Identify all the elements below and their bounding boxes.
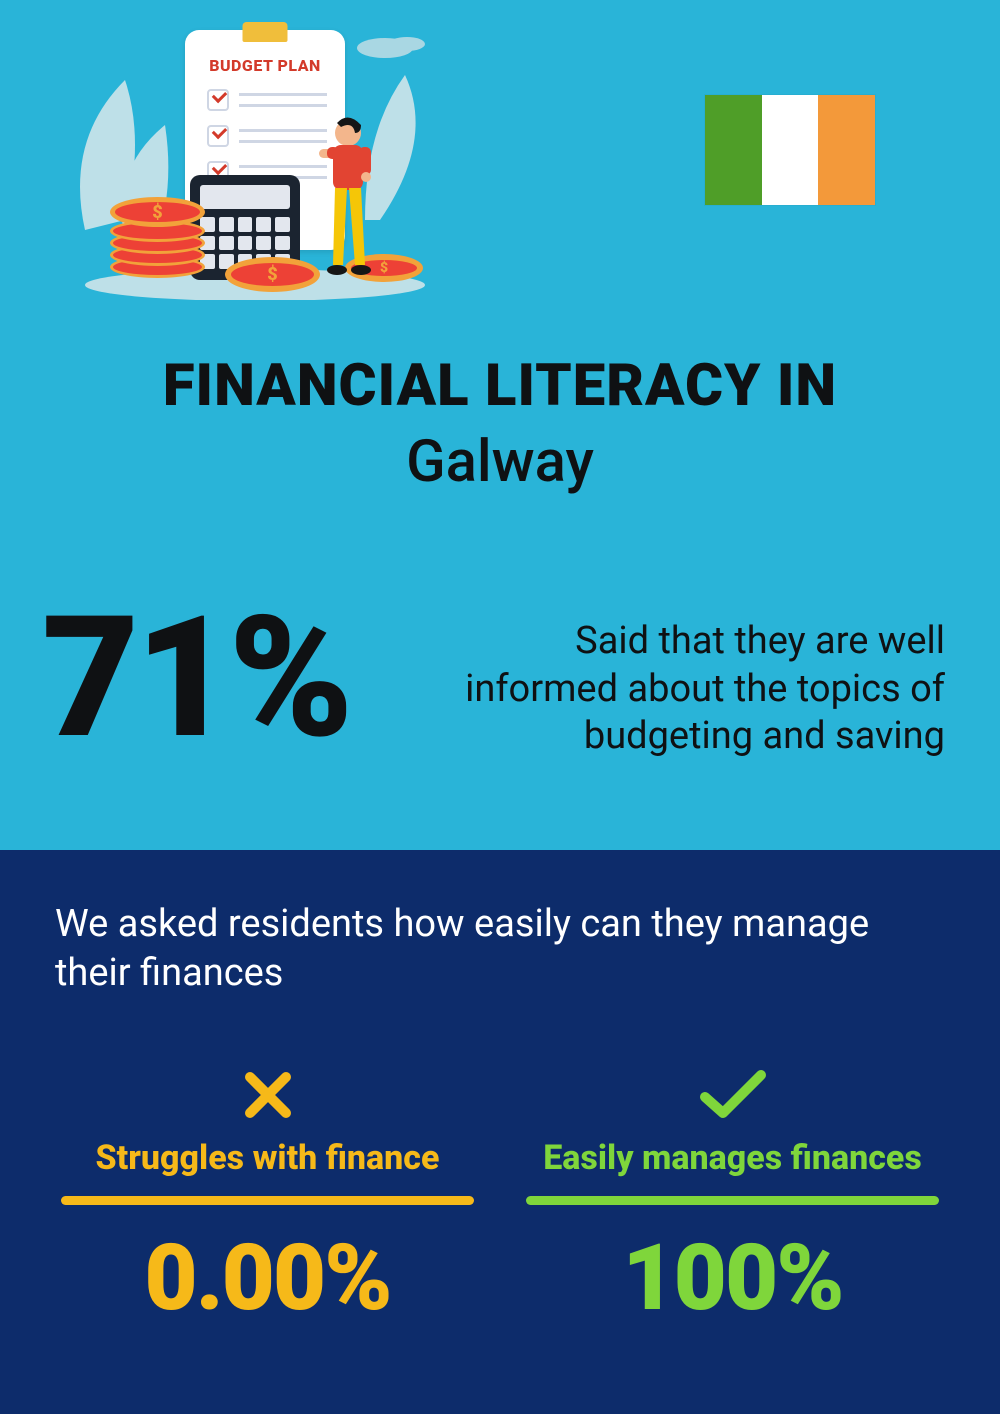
coin-stack: $ xyxy=(110,203,205,278)
flag-stripe-orange xyxy=(818,95,875,205)
metrics-row: Struggles with finance 0.00% Easily mana… xyxy=(55,1064,945,1325)
bottom-section: We asked residents how easily can they m… xyxy=(0,850,1000,1414)
flag-stripe-green xyxy=(705,95,762,205)
cross-icon xyxy=(55,1064,480,1126)
budget-illustration: BUDGET PLAN $ $ $ xyxy=(65,20,445,300)
top-section: BUDGET PLAN $ $ $ xyxy=(0,0,1000,850)
headline-description: Said that they are well informed about t… xyxy=(425,618,945,761)
clipboard-title: BUDGET PLAN xyxy=(185,56,345,75)
check-icon xyxy=(207,89,229,111)
ireland-flag xyxy=(705,95,875,205)
dollar-icon: $ xyxy=(152,202,162,223)
metric-label: Easily manages finances xyxy=(520,1138,945,1178)
calculator-screen xyxy=(200,185,290,209)
check-icon xyxy=(207,125,229,147)
metric-value: 100% xyxy=(520,1233,945,1325)
person-icon xyxy=(313,115,383,280)
clipboard-clip xyxy=(243,22,288,42)
check-icon xyxy=(520,1064,945,1126)
title-line2: Galway xyxy=(0,428,1000,496)
checklist-row xyxy=(207,86,327,114)
metric-divider xyxy=(61,1196,474,1205)
title-line1: FINANCIAL LITERACY IN xyxy=(0,352,1000,420)
survey-question: We asked residents how easily can they m… xyxy=(55,900,875,999)
metric-manages: Easily manages finances 100% xyxy=(520,1064,945,1325)
headline-percent: 71% xyxy=(42,595,350,763)
flag-stripe-white xyxy=(762,95,819,205)
metric-divider xyxy=(526,1196,939,1205)
dollar-icon: $ xyxy=(267,264,277,285)
metric-struggles: Struggles with finance 0.00% xyxy=(55,1064,480,1325)
metric-value: 0.00% xyxy=(55,1233,480,1325)
checklist-row xyxy=(207,122,327,150)
metric-label: Struggles with finance xyxy=(55,1138,480,1178)
coin: $ xyxy=(225,257,320,292)
line-placeholder xyxy=(239,93,327,107)
